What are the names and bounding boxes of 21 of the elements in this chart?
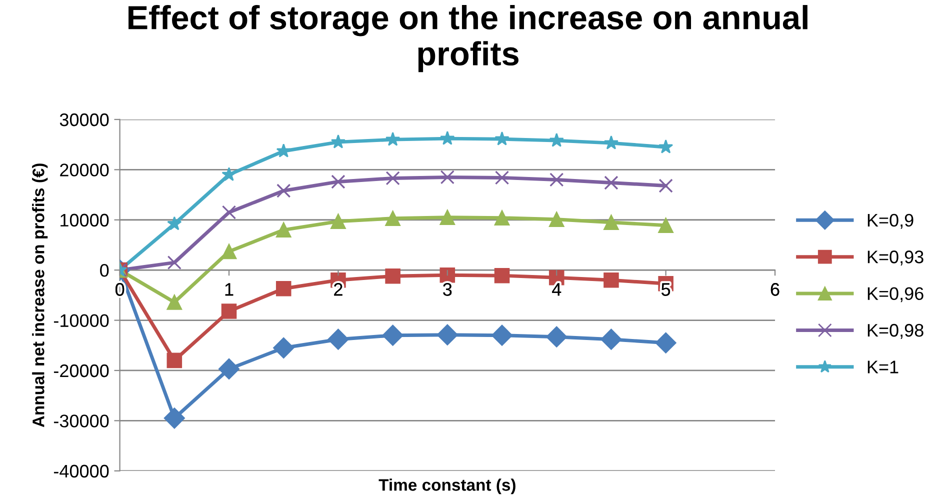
y-tick-label: -30000	[54, 414, 109, 428]
x-tick-label: 4	[552, 283, 562, 296]
y-tick-label: 10000	[60, 214, 109, 227]
legend-label: K=0,98	[868, 324, 924, 339]
legend-label: K=1	[868, 360, 898, 374]
y-tick-label: 0	[100, 264, 109, 277]
x-tick-label: 3	[443, 283, 452, 296]
chart-title: Effect of storage on the increase on annual profits	[128, 5, 808, 72]
y-tick-label: -40000	[54, 464, 109, 478]
x-axis-title: Time constant (s)	[378, 478, 516, 494]
legend-label: K=0,93	[868, 250, 924, 266]
x-tick-label: 0	[115, 283, 124, 296]
x-tick-label: 1	[225, 283, 234, 296]
x-tick-label: 6	[770, 283, 780, 296]
y-axis-title: Annual net increase on profits (€)	[32, 164, 48, 428]
y-tick-label: -20000	[54, 364, 109, 378]
legend-label: K=0,96	[868, 287, 924, 302]
y-tick-label: -10000	[54, 314, 109, 327]
y-tick-label: 20000	[60, 164, 109, 176]
y-tick-label: 30000	[60, 113, 109, 126]
legend-label: K=0,9	[868, 214, 914, 229]
